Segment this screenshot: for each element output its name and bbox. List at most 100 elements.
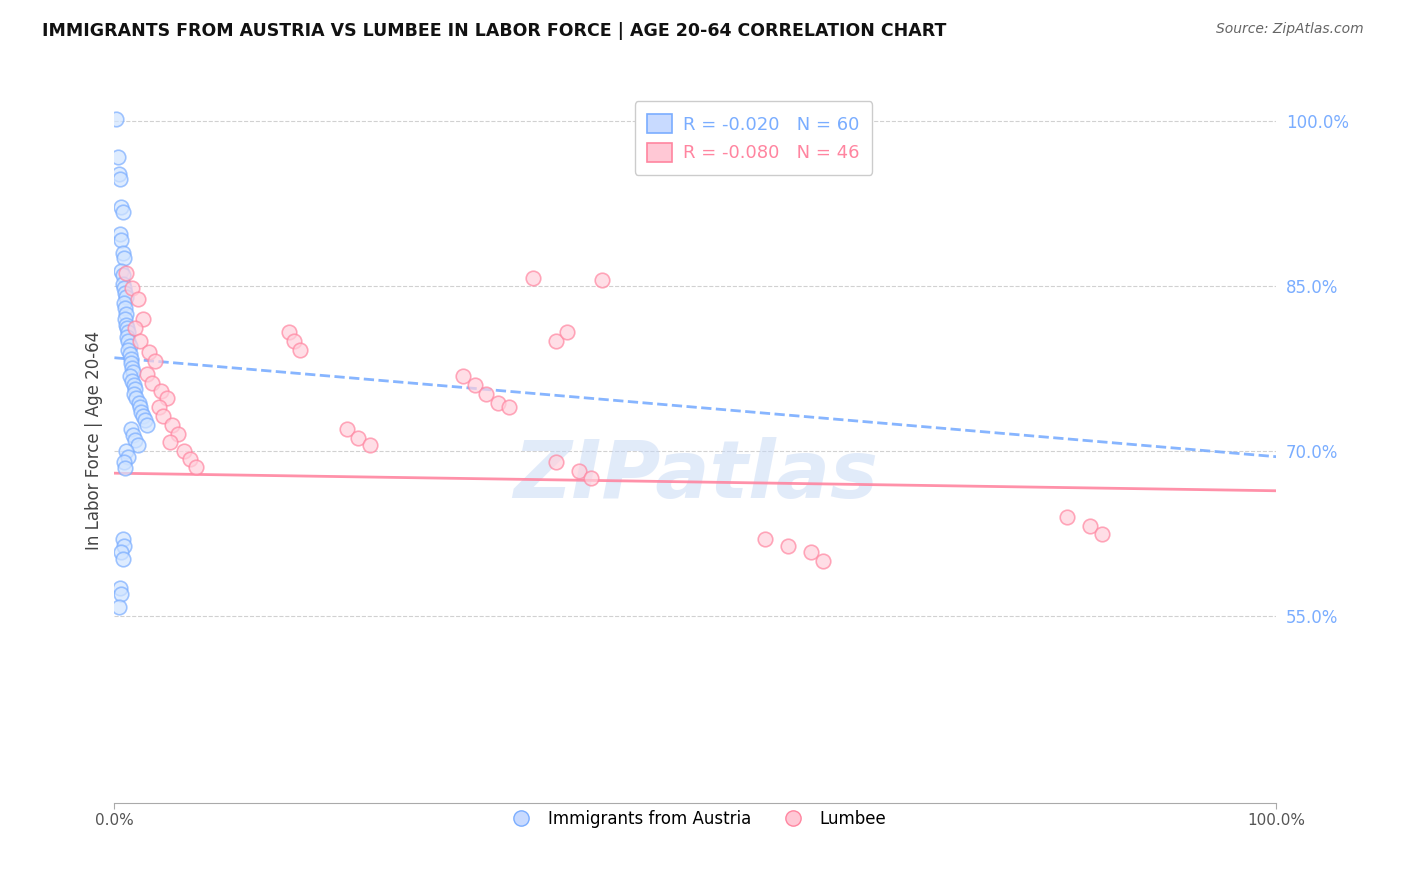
Point [115,290,138,304]
Point [110,227,132,241]
Point [121,281,143,295]
Point [124,321,146,335]
Point [115,330,138,344]
Point [129,334,152,349]
Point [115,266,138,280]
Point [110,545,132,559]
Point [359,437,381,451]
Point [134,413,156,427]
Point [112,295,135,310]
Point [290,343,312,357]
Point [162,417,184,432]
Y-axis label: In Labor Force | Age 20-64: In Labor Force | Age 20-64 [86,331,103,549]
Point [112,539,135,553]
Point [568,464,591,478]
Point [111,204,134,219]
Text: Source: ZipAtlas.com: Source: ZipAtlas.com [1216,22,1364,37]
Point [122,378,145,392]
Point [184,459,207,474]
Legend: Immigrants from Austria, Lumbee: Immigrants from Austria, Lumbee [498,803,893,835]
Point [179,451,201,466]
Point [111,246,134,260]
Text: ZIPatlas: ZIPatlas [513,437,877,516]
Point [122,365,145,379]
Point [114,285,136,300]
Point [591,273,613,287]
Point [110,171,132,186]
Point [148,401,170,415]
Point [108,167,131,181]
Point [522,270,544,285]
Point [475,387,498,401]
Point [111,277,134,292]
Point [115,444,138,458]
Point [129,401,152,415]
Point [136,368,159,382]
Point [110,233,132,247]
Point [117,326,139,340]
Point [104,112,127,127]
Point [121,374,143,388]
Point [127,437,149,451]
Point [127,293,149,307]
Point [112,281,135,295]
Point [110,200,132,214]
Point [1056,510,1078,524]
Point [114,312,136,326]
Point [167,426,190,441]
Point [498,401,520,415]
Point [111,552,134,566]
Point [336,422,359,436]
Point [283,334,305,349]
Point [138,345,160,359]
Point [118,369,141,384]
Point [132,312,155,326]
Point [754,532,776,546]
Point [124,382,146,396]
Point [136,417,159,432]
Point [579,470,602,484]
Point [173,444,195,458]
Point [114,301,136,316]
Point [118,339,141,353]
Point [149,384,172,398]
Point [1091,526,1114,541]
Point [117,343,139,357]
Point [451,369,474,384]
Point [156,392,179,406]
Point [118,347,141,361]
Point [132,409,155,423]
Point [141,376,163,390]
Point [128,396,150,410]
Point [108,600,131,615]
Point [115,321,138,335]
Point [778,539,800,553]
Point [112,455,135,469]
Point [143,354,166,368]
Point [111,268,134,283]
Point [107,150,129,164]
Point [544,334,567,349]
Point [124,433,146,447]
Point [557,326,579,340]
Point [114,460,136,475]
Point [347,431,370,445]
Point [115,318,138,332]
Point [120,356,142,370]
Point [125,392,148,406]
Point [110,581,132,595]
Point [112,251,135,265]
Point [110,587,132,601]
Point [277,326,299,340]
Point [464,378,486,392]
Point [120,351,142,366]
Point [110,264,132,278]
Point [159,435,181,450]
Point [152,409,174,423]
Point [544,455,567,469]
Point [811,554,834,568]
Point [486,396,509,410]
Point [1078,519,1101,533]
Point [111,532,134,546]
Point [117,334,139,349]
